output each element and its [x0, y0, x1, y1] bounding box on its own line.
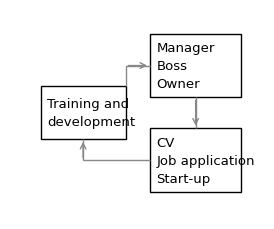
Text: Training and
development: Training and development — [47, 98, 135, 128]
Text: Manager
Boss
Owner: Manager Boss Owner — [156, 42, 215, 91]
Bar — [150, 35, 241, 98]
Bar — [150, 129, 241, 192]
Text: CV
Job application
Start-up: CV Job application Start-up — [156, 136, 255, 185]
Bar — [41, 87, 125, 139]
